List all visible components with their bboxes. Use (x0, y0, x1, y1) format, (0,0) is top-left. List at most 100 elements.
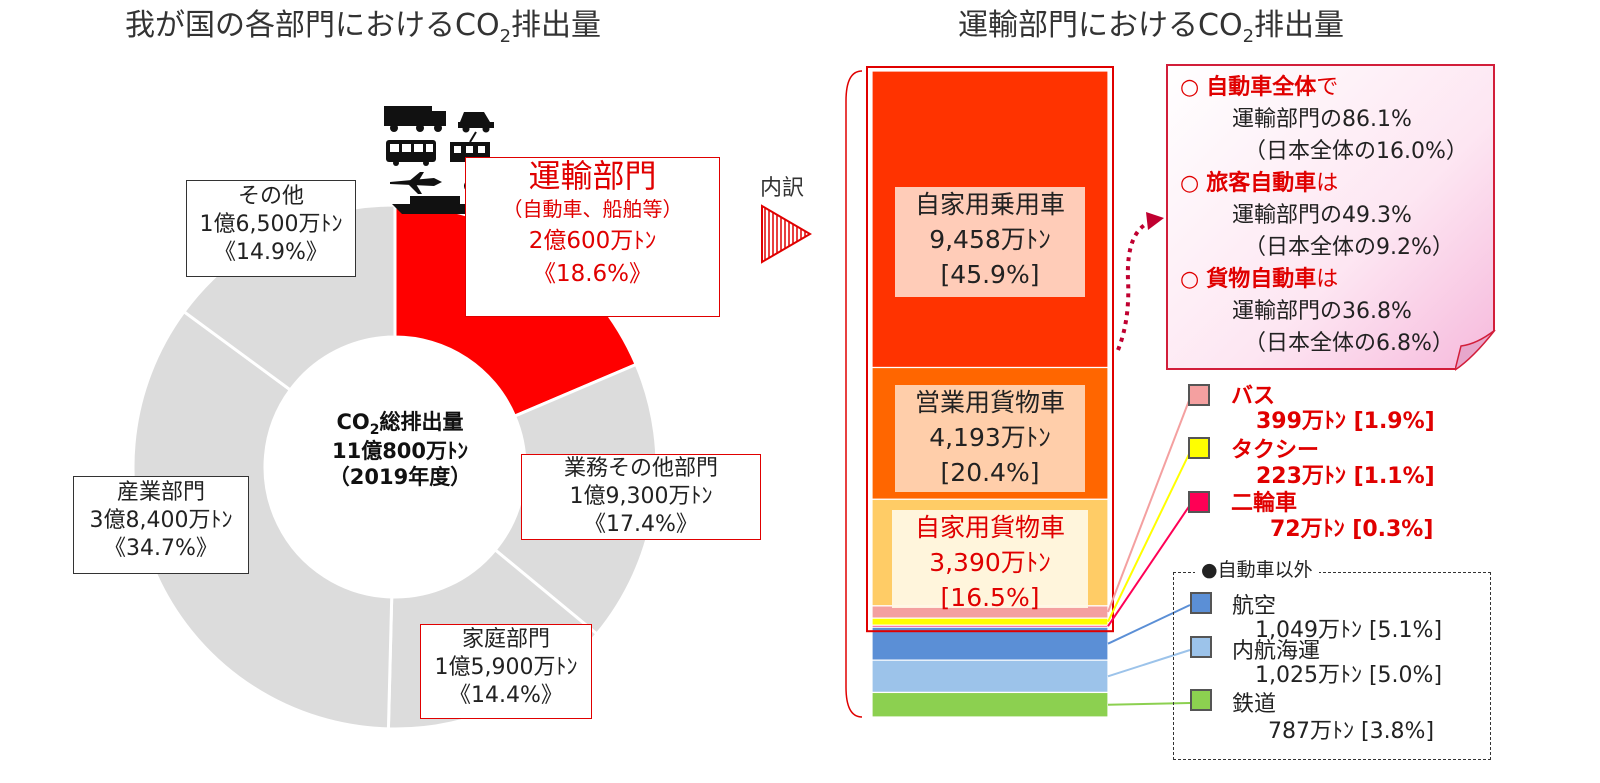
commercial-truck-pct: [20.4%] (940, 458, 1040, 487)
leader-line-rail (1107, 702, 1191, 706)
legend-swatch-rail (1190, 689, 1212, 711)
legend-taxi-name: タクシー (1231, 438, 1320, 463)
legend-air-value: 1,049万ﾄﾝ [5.1%] (1255, 618, 1443, 643)
right-title-sub: 2 (1242, 26, 1255, 47)
bar-seg-rail (871, 691, 1109, 718)
donut-center-label: CO2総排出量 11億800万ﾄﾝ （2019年度） (290, 410, 510, 490)
label-industry: 産業部門 3億8,400万ﾄﾝ 《34.7%》 (73, 476, 249, 574)
leader-line-bus (1107, 397, 1191, 613)
breakdown-arrow-icon (761, 204, 812, 264)
private-truck-amount: 3,390万ﾄﾝ (929, 548, 1051, 577)
legend-swatch-taxi (1188, 437, 1210, 459)
label-transport-amount: 2億600万ﾄﾝ (528, 227, 657, 254)
right-chart-title: 運輸部門におけるCO2排出量 (958, 0, 1344, 47)
legend-swatch-air (1190, 592, 1212, 614)
callout-l4-rest: は (1316, 171, 1339, 196)
leader-line-air (1107, 604, 1191, 645)
legend-swatch-bus (1188, 384, 1210, 406)
bar-seg-taxi (871, 617, 1109, 626)
legend-moto-value: 72万ﾄﾝ [0.3%] (1270, 517, 1434, 542)
label-transport-sub: （自動車、船舶等） (502, 196, 683, 221)
callout-l5: 運輸部門の49.3% (1232, 203, 1412, 228)
legend-moto-name: 二輪車 (1231, 491, 1298, 516)
legend-bus-name: バス (1231, 384, 1276, 409)
private-car-pct: [45.9%] (940, 260, 1040, 289)
legend-swatch-moto (1188, 491, 1210, 513)
left-title-sub: 2 (499, 26, 512, 47)
callout-l7-rest: は (1316, 267, 1339, 292)
label-other: その他 1億6,500万ﾄﾝ 《14.9%》 (186, 180, 356, 277)
label-business-name: 業務その他部門 (563, 456, 718, 481)
label-industry-pct: 《34.7%》 (104, 536, 218, 562)
legend-ship-value: 1,025万ﾄﾝ [5.0%] (1255, 663, 1443, 688)
non-automobile-header: ●自動車以外 (1195, 555, 1319, 582)
bar-label-commercial-truck: 営業用貨物車 4,193万ﾄﾝ [20.4%] (895, 385, 1085, 492)
callout-freight: 貨物自動車 (1206, 267, 1317, 292)
bar-brace (845, 70, 863, 718)
leader-line-taxi (1107, 451, 1191, 623)
legend-swatch-ship (1190, 636, 1212, 658)
commercial-truck-name: 営業用貨物車 (914, 388, 1065, 417)
callout-marker-1: ○ (1180, 75, 1200, 100)
label-business-pct: 《17.4%》 (584, 512, 698, 538)
label-business-amount: 1億9,300万ﾄﾝ (569, 484, 713, 510)
callout-marker-2: ○ (1180, 171, 1200, 196)
breakdown-label: 内訳 (760, 176, 805, 201)
label-other-name: その他 (237, 184, 304, 209)
commercial-truck-amount: 4,193万ﾄﾝ (929, 423, 1051, 452)
leader-line-ship (1107, 649, 1191, 678)
center-co: CO (336, 410, 370, 434)
label-industry-name: 産業部門 (116, 480, 205, 505)
callout-folded-corner (1455, 330, 1496, 371)
private-car-name: 自家用乗用車 (914, 190, 1065, 219)
bar-seg-ship (871, 659, 1109, 694)
callout-passenger: 旅客自動車 (1206, 171, 1317, 196)
right-title-post: 排出量 (1254, 8, 1345, 43)
center-total: 11億800万ﾄﾝ (331, 439, 469, 464)
non-automobile-legend-box (1173, 572, 1491, 760)
legend-air-name: 航空 (1232, 594, 1277, 619)
callout-arrowhead (1146, 212, 1164, 230)
label-industry-amount: 3億8,400万ﾄﾝ (89, 508, 233, 534)
center-year: （2019年度） (328, 464, 472, 489)
label-business: 業務その他部門 1億9,300万ﾄﾝ 《17.4%》 (521, 454, 761, 540)
private-car-amount: 9,458万ﾄﾝ (929, 225, 1051, 254)
callout-l6: （日本全体の9.2%） (1244, 235, 1454, 260)
label-household-amount: 1億5,900万ﾄﾝ (434, 655, 578, 681)
left-title-text: 我が国の各部門における (125, 8, 455, 43)
private-truck-pct: [16.5%] (940, 583, 1040, 612)
label-transport-pct: 《18.6%》 (532, 260, 653, 287)
callout-l2: 運輸部門の86.1% (1232, 107, 1412, 132)
legend-bus-value: 399万ﾄﾝ [1.9%] (1256, 409, 1435, 434)
callout-l3: （日本全体の16.0%） (1244, 139, 1468, 164)
leader-line-moto (1107, 504, 1191, 627)
center-title: 総排出量 (379, 410, 464, 434)
label-transport: 運輸部門 （自動車、船舶等） 2億600万ﾄﾝ 《18.6%》 (465, 157, 720, 317)
legend-ship-name: 内航海運 (1232, 639, 1321, 664)
legend-rail-value: 787万ﾄﾝ [3.8%] (1268, 719, 1435, 744)
label-household: 家庭部門 1億5,900万ﾄﾝ 《14.4%》 (420, 624, 592, 719)
label-other-amount: 1億6,500万ﾄﾝ (199, 212, 343, 238)
center-sub: 2 (369, 422, 380, 439)
callout-arrow (1116, 220, 1151, 351)
callout-marker-3: ○ (1180, 267, 1200, 292)
right-title-text: 運輸部門における (958, 8, 1198, 43)
automobile-outline (866, 66, 1114, 633)
callout-l1-rest: で (1316, 75, 1339, 100)
left-title-co: CO (455, 8, 500, 43)
legend-rail-name: 鉄道 (1232, 692, 1277, 717)
private-truck-name: 自家用貨物車 (914, 513, 1065, 542)
right-title-co: CO (1198, 8, 1243, 43)
label-other-pct: 《14.9%》 (214, 240, 328, 266)
label-household-name: 家庭部門 (461, 627, 550, 652)
label-household-pct: 《14.4%》 (449, 683, 563, 709)
callout-l8: 運輸部門の36.8% (1232, 299, 1412, 324)
left-title-post: 排出量 (511, 8, 602, 43)
donut-slice-industry (131, 309, 394, 731)
bar-label-private-car: 自家用乗用車 9,458万ﾄﾝ [45.9%] (895, 187, 1085, 297)
left-chart-title: 我が国の各部門におけるCO2排出量 (125, 0, 601, 47)
callout-l9: （日本全体の6.8%） (1244, 331, 1454, 356)
automobile-summary-callout: ○ 自動車全体で 運輸部門の86.1% （日本全体の16.0%） ○ 旅客自動車… (1166, 64, 1495, 370)
label-transport-name: 運輸部門 (528, 157, 657, 195)
bar-label-private-truck: 自家用貨物車 3,390万ﾄﾝ [16.5%] (892, 510, 1088, 612)
